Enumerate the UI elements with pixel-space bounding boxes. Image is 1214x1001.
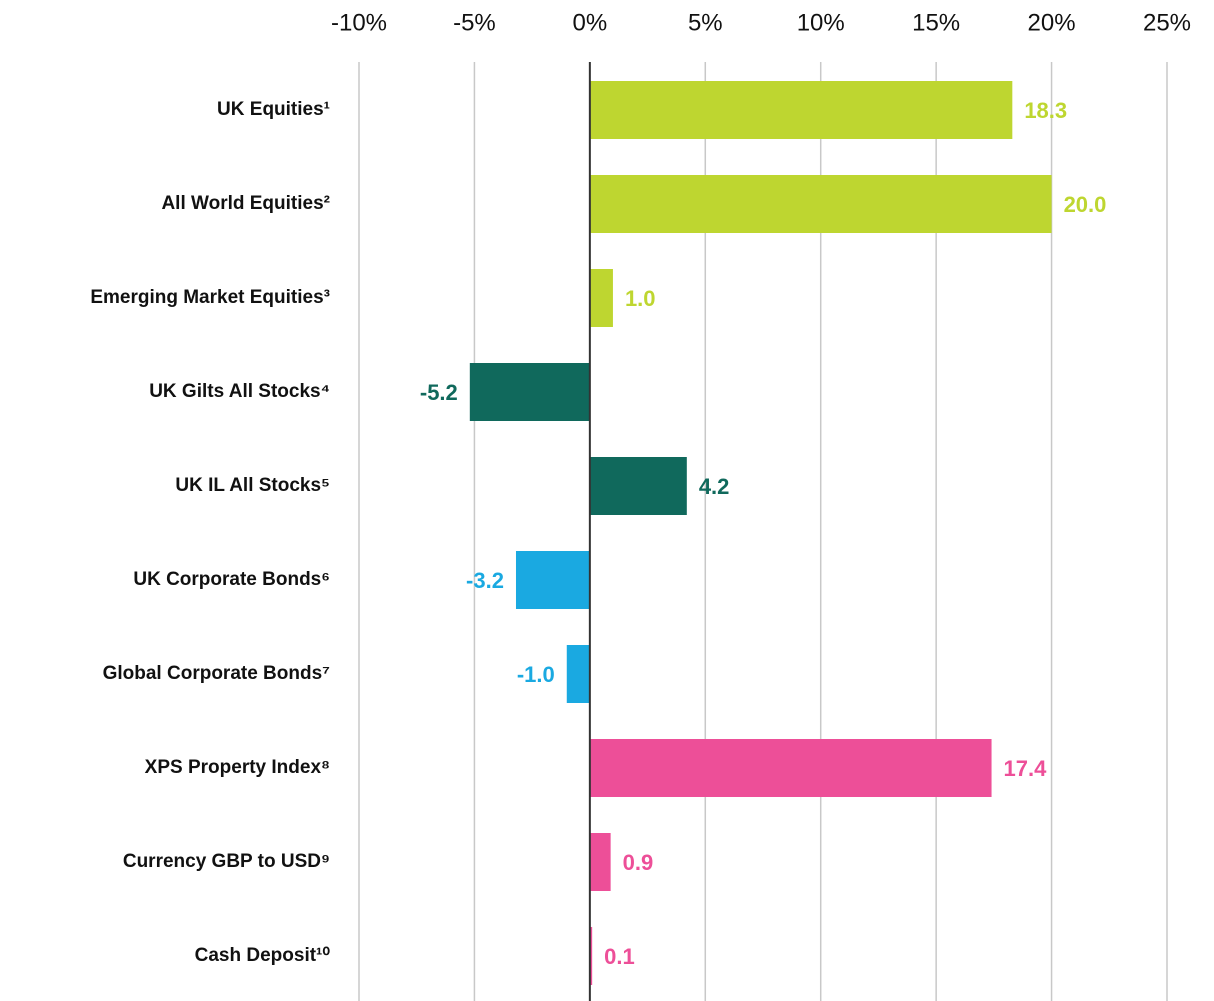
bar <box>589 175 1052 233</box>
value-label: -1.0 <box>517 662 555 687</box>
category-label: UK IL All Stocks⁵ <box>175 475 330 496</box>
x-tick-label: -10% <box>331 9 387 36</box>
x-tick-label: 5% <box>688 9 723 36</box>
value-label: 4.2 <box>699 474 730 499</box>
category-label: Global Corporate Bonds⁷ <box>103 663 331 684</box>
bar <box>589 269 613 327</box>
value-label: 1.0 <box>625 286 656 311</box>
x-tick-label: 20% <box>1028 9 1076 36</box>
category-label: Emerging Market Equities³ <box>90 287 330 308</box>
x-tick-label: 15% <box>912 9 960 36</box>
value-label: -5.2 <box>420 380 458 405</box>
bar <box>589 833 611 891</box>
category-label: UK Corporate Bonds⁶ <box>133 569 330 590</box>
bar <box>589 457 687 515</box>
bar <box>515 551 590 609</box>
category-label: XPS Property Index⁸ <box>145 757 330 778</box>
x-tick-label: 25% <box>1143 9 1191 36</box>
category-label: All World Equities² <box>161 193 330 214</box>
x-tick-label: 0% <box>573 9 608 36</box>
bar <box>589 81 1013 139</box>
bar <box>589 739 992 797</box>
x-tick-label: -5% <box>453 9 496 36</box>
category-label: Currency GBP to USD⁹ <box>123 851 330 872</box>
value-label: 18.3 <box>1024 98 1067 123</box>
value-label: 0.9 <box>623 850 654 875</box>
value-label: -3.2 <box>466 568 504 593</box>
bar <box>566 645 590 703</box>
category-label: Cash Deposit¹⁰ <box>195 945 331 966</box>
x-tick-label: 10% <box>797 9 845 36</box>
bar <box>589 927 593 985</box>
bar <box>469 363 590 421</box>
category-label: UK Equities¹ <box>217 99 330 120</box>
category-label: UK Gilts All Stocks⁴ <box>149 381 330 402</box>
value-label: 17.4 <box>1004 756 1048 781</box>
value-label: 20.0 <box>1064 192 1107 217</box>
value-label: 0.1 <box>604 944 635 969</box>
